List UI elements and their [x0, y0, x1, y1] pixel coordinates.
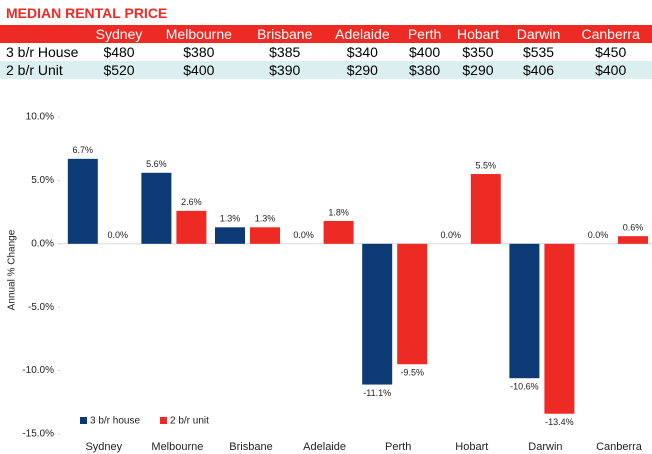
table-row: 2 b/r Unit $520 $400 $390 $290 $380 $290 $406 $4…	[0, 61, 652, 79]
column-header: Melbourne	[152, 25, 246, 43]
x-tick-label: Adelaide	[303, 441, 346, 453]
value-label: 5.5%	[476, 160, 497, 170]
price-cell: $290	[323, 61, 401, 79]
y-tick-label: 0.0%	[31, 238, 54, 249]
header-row: Sydney Melbourne Brisbane Adelaide Perth Hoba…	[0, 25, 652, 43]
bar	[141, 172, 172, 244]
price-cell: $400	[409, 44, 441, 60]
y-axis-label: Annual % Change	[7, 229, 18, 310]
column-header: Perth	[400, 25, 449, 43]
value-label: 1.3%	[255, 214, 276, 224]
y-tick-label: -5.0%	[28, 302, 54, 313]
y-tick-label: 10.0%	[26, 112, 54, 123]
row-label: 2 b/r Unit	[0, 61, 86, 79]
value-label: 0.0%	[441, 230, 462, 240]
value-label: 0.0%	[108, 230, 129, 240]
value-label: 0.0%	[588, 230, 609, 240]
x-tick-label: Canberra	[596, 441, 643, 453]
value-label: -13.4%	[545, 417, 574, 427]
price-cell: $350	[462, 44, 494, 60]
column-header: Canberra	[569, 25, 652, 43]
x-tick-label: Hobart	[455, 441, 488, 453]
price-cell: $520	[86, 61, 153, 79]
column-header: Brisbane	[245, 25, 324, 43]
x-tick-label: Perth	[385, 441, 411, 453]
price-cell: $380	[400, 61, 449, 79]
bar	[509, 243, 540, 379]
bar	[67, 158, 98, 244]
price-cell: $400	[569, 61, 652, 79]
price-cell: $535	[522, 44, 555, 60]
bar	[176, 210, 207, 244]
row-label: 3 b/r House	[6, 44, 79, 60]
y-tick-label: 5.0%	[31, 175, 54, 186]
bar	[470, 174, 501, 244]
price-cell: $400	[152, 61, 246, 79]
bar	[323, 220, 354, 244]
bar	[544, 243, 575, 414]
value-label: 5.6%	[146, 159, 167, 169]
legend-label: 3 b/r house	[90, 416, 140, 427]
bar	[362, 243, 393, 385]
value-label: 6.7%	[73, 145, 94, 155]
value-label: 0.0%	[293, 230, 314, 240]
value-label: -9.5%	[400, 368, 424, 378]
legend-swatch	[160, 417, 167, 424]
x-tick-label: Melbourne	[151, 441, 203, 453]
value-label: 1.8%	[328, 207, 349, 217]
value-label: -10.6%	[510, 382, 539, 392]
x-tick-label: Sydney	[85, 441, 122, 453]
price-cell: $340	[346, 44, 378, 60]
bar	[215, 227, 245, 244]
bar	[618, 236, 648, 244]
price-cell: $480	[103, 44, 135, 60]
column-header: Adelaide	[323, 25, 401, 43]
corner-cell	[0, 25, 86, 43]
legend-swatch	[80, 417, 87, 424]
price-cell: $290	[448, 61, 508, 79]
bar	[397, 243, 428, 365]
y-tick-label: -10.0%	[22, 365, 54, 376]
y-tick-label: -15.0%	[22, 429, 54, 440]
price-cell: $390	[245, 61, 324, 79]
table-row: 3 b/r House $480 $380 $385 $340 $400 $350 $535 $…	[0, 43, 652, 61]
table-title: MEDIAN RENTAL PRICE	[6, 5, 168, 21]
column-header: Darwin	[507, 25, 570, 43]
column-header: Hobart	[448, 25, 508, 43]
rent-table: Sydney Melbourne Brisbane Adelaide Perth Hoba…	[0, 25, 652, 79]
price-cell: $406	[507, 61, 570, 79]
value-label: 1.3%	[220, 214, 241, 224]
value-label: -11.1%	[363, 388, 391, 398]
column-header: Sydney	[86, 25, 153, 43]
value-label: 2.6%	[181, 197, 202, 207]
x-tick-label: Darwin	[528, 441, 562, 453]
value-label: 0.6%	[623, 223, 644, 233]
price-cell: $385	[269, 44, 301, 60]
price-cell: $450	[595, 44, 627, 60]
x-tick-label: Brisbane	[229, 441, 272, 453]
bar	[250, 227, 280, 244]
price-cell: $380	[183, 44, 215, 60]
legend-label: 2 b/r unit	[170, 416, 209, 427]
